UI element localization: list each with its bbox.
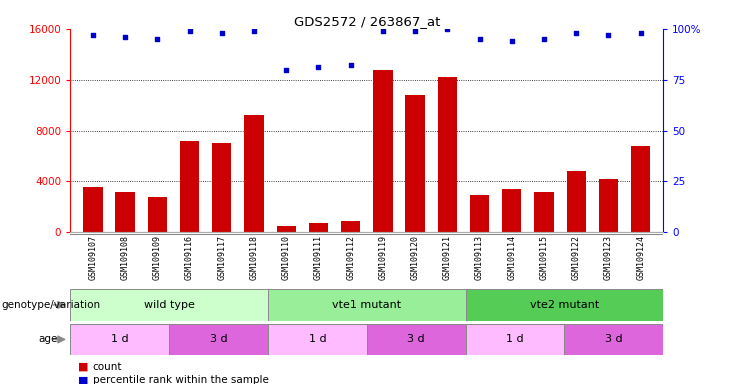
Point: [506, 38, 518, 44]
Text: 3 d: 3 d: [605, 334, 622, 344]
Text: 3 d: 3 d: [408, 334, 425, 344]
Point: [119, 34, 131, 40]
Text: vte2 mutant: vte2 mutant: [530, 300, 599, 310]
Text: age: age: [39, 334, 58, 344]
Bar: [465, 324, 565, 355]
Bar: [309, 223, 328, 232]
Bar: [116, 192, 135, 232]
Bar: [373, 70, 393, 232]
Point: [377, 28, 389, 34]
Text: GSM109120: GSM109120: [411, 235, 419, 280]
Bar: [83, 187, 102, 232]
Bar: [276, 226, 296, 232]
Text: GSM109110: GSM109110: [282, 235, 290, 280]
Point: [538, 36, 550, 42]
Bar: [367, 324, 465, 355]
Point: [151, 36, 163, 42]
Text: GSM109118: GSM109118: [250, 235, 259, 280]
Text: ■: ■: [78, 362, 88, 372]
Text: percentile rank within the sample: percentile rank within the sample: [93, 375, 268, 384]
Bar: [147, 197, 167, 232]
Point: [473, 36, 485, 42]
Point: [184, 28, 196, 34]
Text: GSM109116: GSM109116: [185, 235, 194, 280]
Bar: [212, 143, 231, 232]
Text: GSM109117: GSM109117: [217, 235, 226, 280]
Text: GSM109122: GSM109122: [572, 235, 581, 280]
Text: count: count: [93, 362, 122, 372]
Point: [345, 62, 356, 68]
Point: [635, 30, 647, 36]
Point: [248, 28, 260, 34]
Text: ■: ■: [78, 375, 88, 384]
Point: [280, 66, 292, 73]
Text: GSM109108: GSM109108: [121, 235, 130, 280]
Text: genotype/variation: genotype/variation: [1, 300, 101, 310]
Bar: [599, 179, 618, 232]
Bar: [502, 189, 522, 232]
Text: GSM109111: GSM109111: [314, 235, 323, 280]
Text: GSM109124: GSM109124: [636, 235, 645, 280]
Text: GSM109121: GSM109121: [443, 235, 452, 280]
Text: 1 d: 1 d: [111, 334, 129, 344]
Point: [313, 65, 325, 71]
Text: GSM109123: GSM109123: [604, 235, 613, 280]
Bar: [470, 195, 489, 232]
Text: wild type: wild type: [144, 300, 195, 310]
Title: GDS2572 / 263867_at: GDS2572 / 263867_at: [293, 15, 440, 28]
Bar: [268, 289, 465, 321]
Bar: [70, 289, 268, 321]
Bar: [567, 171, 586, 232]
Text: GSM109115: GSM109115: [539, 235, 548, 280]
Point: [602, 32, 614, 38]
Point: [409, 28, 421, 34]
Bar: [534, 192, 554, 232]
Bar: [70, 324, 169, 355]
Point: [571, 30, 582, 36]
Bar: [180, 141, 199, 232]
Bar: [341, 221, 360, 232]
Text: 3 d: 3 d: [210, 334, 227, 344]
Text: 1 d: 1 d: [506, 334, 524, 344]
Point: [216, 30, 227, 36]
Bar: [405, 95, 425, 232]
Point: [442, 26, 453, 32]
Text: GSM109114: GSM109114: [508, 235, 516, 280]
Bar: [268, 324, 367, 355]
Bar: [169, 324, 268, 355]
Text: 1 d: 1 d: [308, 334, 326, 344]
Text: vte1 mutant: vte1 mutant: [332, 300, 402, 310]
Bar: [245, 115, 264, 232]
Point: [87, 32, 99, 38]
Bar: [465, 289, 663, 321]
Text: GSM109119: GSM109119: [379, 235, 388, 280]
Text: GSM109109: GSM109109: [153, 235, 162, 280]
Text: GSM109107: GSM109107: [88, 235, 98, 280]
Text: GSM109113: GSM109113: [475, 235, 484, 280]
Bar: [565, 324, 663, 355]
Bar: [438, 77, 457, 232]
Text: GSM109112: GSM109112: [346, 235, 355, 280]
Bar: [631, 146, 651, 232]
